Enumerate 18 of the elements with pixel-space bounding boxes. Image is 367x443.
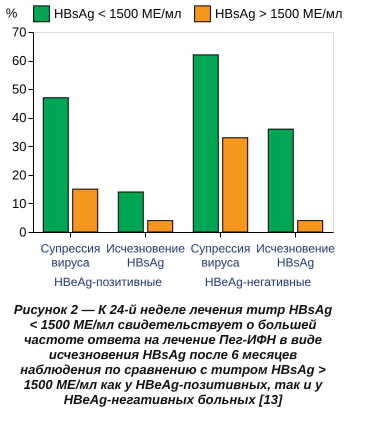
- text: Рисунок 2 — К 24-й неделе лечения титр HBsAg < 1500 МЕ/мл свидетельствует о большей частоте ответа на лечение Пег-ИФН в виде исчезновения HBsAg после 6 месяцев наблюдения по сравнению с титром HBsAg > 1500 МЕ/мл как у HBeAg-позитивных, так и у HBeAg-негативных больных [13]: [14, 302, 332, 407]
- text: HBeAg-негативные: [204, 275, 312, 289]
- y-tick-label: 0: [19, 224, 26, 240]
- x-tick-label: Супрессия вируса: [190, 242, 250, 270]
- legend-label: HBsAg > 1500 МЕ/мл: [215, 6, 342, 21]
- x-tick-label: Исчезновение HBsAg: [256, 242, 336, 270]
- x-tick-label: Исчезновение HBsAg: [106, 242, 186, 270]
- y-tick-label: 10: [12, 196, 26, 211]
- y-tick-label: 40: [12, 110, 26, 126]
- text: HBeAg-позитивные: [54, 275, 162, 289]
- y-tick-label: 30: [12, 138, 26, 154]
- x-tick-label: Супрессия вируса: [40, 242, 100, 270]
- y-tick-label: 20: [12, 167, 26, 182]
- y-tick-label: 50: [12, 82, 26, 97]
- y-tick-label: 70: [12, 24, 26, 40]
- y-tick-label: 60: [12, 53, 26, 68]
- y-axis-title: %: [6, 6, 18, 20]
- legend-label: HBsAg < 1500 МЕ/мл: [54, 6, 182, 21]
